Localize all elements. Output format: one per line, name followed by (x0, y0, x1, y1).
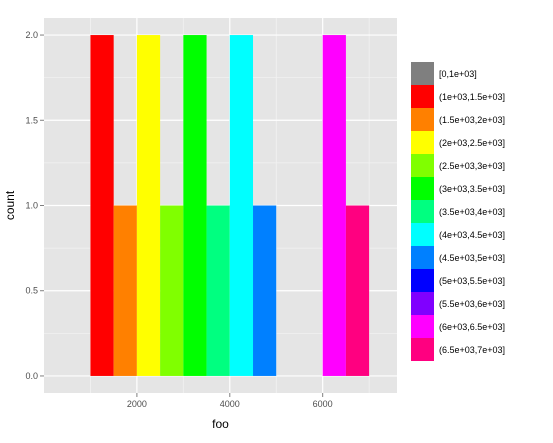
x-tick-label: 2000 (127, 399, 147, 409)
y-tick-label: 2.0 (25, 30, 38, 40)
legend-label: (4.5e+03,5e+03] (439, 253, 505, 263)
histogram-bar (113, 205, 137, 376)
legend-label: [0,1e+03] (439, 69, 477, 79)
y-axis-title: count (3, 190, 17, 220)
y-tick-label: 0.5 (25, 286, 38, 296)
legend-label: (1.5e+03,2e+03] (439, 115, 505, 125)
legend-label: (2.5e+03,3e+03] (439, 161, 505, 171)
legend-label: (6.5e+03,7e+03] (439, 345, 505, 355)
legend-label: (1e+03,1.5e+03] (439, 92, 505, 102)
legend-key (411, 177, 434, 200)
x-axis: 2000 4000 6000 (127, 393, 333, 409)
legend-label: (6e+03,6.5e+03] (439, 322, 505, 332)
legend-label: (5.5e+03,6e+03] (439, 299, 505, 309)
histogram-bar (345, 205, 370, 376)
legend-key (411, 292, 434, 315)
histogram-bar (229, 35, 254, 376)
legend: [0,1e+03] (1e+03,1.5e+03] (1.5e+03,2e+03] (… (411, 62, 505, 361)
y-tick-label: 1.5 (25, 115, 38, 125)
legend-key (411, 62, 434, 85)
legend-key (411, 269, 434, 292)
legend-label: (5e+03,5.5e+03] (439, 276, 505, 286)
legend-key (411, 223, 434, 246)
legend-key (411, 315, 434, 338)
x-tick-label: 6000 (313, 399, 333, 409)
histogram-bar (90, 35, 114, 376)
x-tick-label: 4000 (220, 399, 240, 409)
legend-key (411, 338, 434, 361)
legend-label: (3.5e+03,4e+03] (439, 207, 505, 217)
x-axis-title: foo (212, 417, 229, 431)
bars (90, 35, 370, 376)
legend-key (411, 131, 434, 154)
histogram-bar (183, 35, 207, 376)
y-tick-label: 1.0 (25, 201, 38, 211)
legend-key (411, 246, 434, 269)
legend-key (411, 200, 434, 223)
legend-key (411, 154, 434, 177)
legend-label: (2e+03,2.5e+03] (439, 138, 505, 148)
y-axis: 0.0 0.5 1.0 1.5 2.0 (25, 30, 44, 381)
histogram-bar (322, 35, 346, 376)
histogram-bar (253, 205, 277, 376)
y-tick-label: 0.0 (25, 371, 38, 381)
histogram-bar (206, 205, 230, 376)
legend-key (411, 85, 434, 108)
legend-label: (4e+03,4.5e+03] (439, 230, 505, 240)
legend-key (411, 108, 434, 131)
histogram-bar (160, 205, 184, 376)
histogram-bar (136, 35, 161, 376)
legend-label: (3e+03,3.5e+03] (439, 184, 505, 194)
